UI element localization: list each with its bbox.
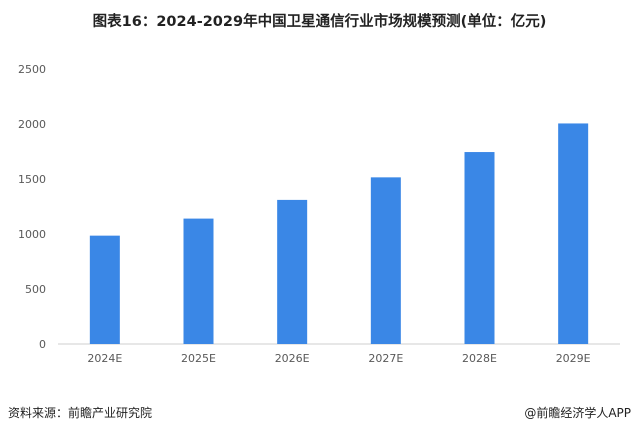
- y-axis: 0 500 1000 1500 2000 2500: [18, 63, 46, 351]
- bar-2024E: [89, 235, 120, 344]
- bar-2026E: [277, 199, 308, 344]
- y-tick-label: 1000: [18, 228, 46, 241]
- y-tick-label: 500: [25, 283, 46, 296]
- x-tick-label: 2025E: [181, 352, 216, 365]
- brand-credit: @前瞻经济学人APP: [524, 406, 631, 420]
- y-tick-label: 2000: [18, 118, 46, 131]
- x-axis: 2024E 2025E 2026E 2027E 2028E 2029E: [87, 352, 590, 365]
- bar-2027E: [370, 177, 401, 344]
- chart-title: 图表16：2024-2029年中国卫星通信行业市场规模预测(单位：亿元): [92, 14, 547, 30]
- source-note: 资料来源：前瞻产业研究院: [8, 406, 153, 420]
- x-tick-label: 2026E: [275, 352, 310, 365]
- bar-2029E: [558, 123, 589, 344]
- bar-2028E: [464, 152, 495, 344]
- x-tick-label: 2029E: [556, 352, 591, 365]
- x-tick-label: 2027E: [368, 352, 403, 365]
- y-tick-label: 0: [39, 338, 46, 351]
- y-tick-label: 1500: [18, 173, 46, 186]
- y-tick-label: 2500: [18, 63, 46, 76]
- x-tick-label: 2024E: [87, 352, 122, 365]
- bars-group: [89, 123, 589, 344]
- bar-2025E: [183, 218, 214, 344]
- x-tick-label: 2028E: [462, 352, 497, 365]
